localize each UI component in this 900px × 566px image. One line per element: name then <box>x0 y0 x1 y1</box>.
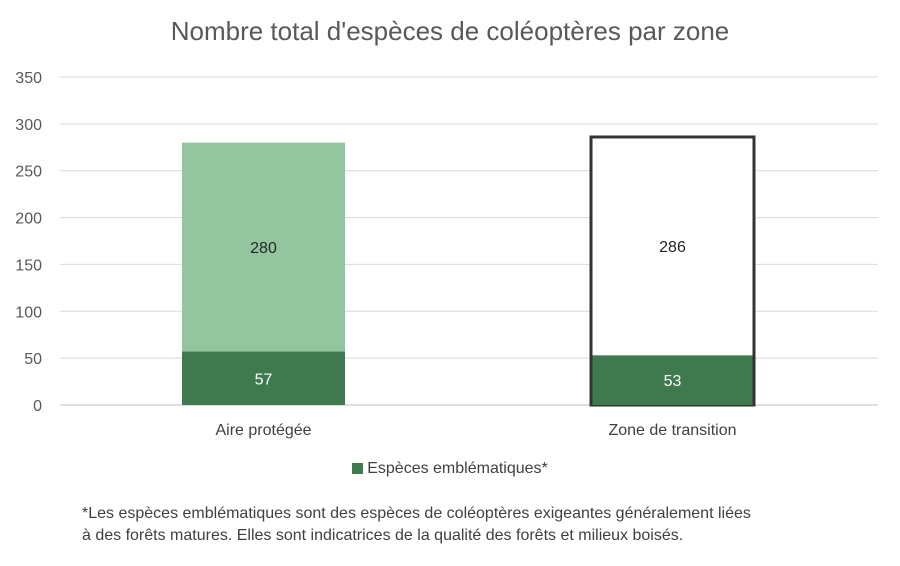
y-tick-label: 100 <box>15 304 42 321</box>
bar-emblematic-zone-de-transition <box>592 355 753 405</box>
x-category-label: Zone de transition <box>608 422 736 439</box>
legend: Espèces emblématiques* <box>0 460 900 478</box>
data-label-total-aire-protegee: 280 <box>250 240 277 257</box>
y-tick-label: 300 <box>15 117 42 134</box>
y-tick-label: 50 <box>24 351 42 368</box>
footnote: *Les espèces emblématiques sont des espè… <box>82 503 842 547</box>
legend-swatch-especes-emblematiques <box>352 463 364 474</box>
y-tick-label: 150 <box>15 257 42 274</box>
bar-emblematic-aire-protegee <box>182 351 345 405</box>
x-category-label: Aire protégée <box>215 422 311 439</box>
data-label-emblematic-aire-protegee: 57 <box>255 371 273 388</box>
y-tick-label: 250 <box>15 164 42 181</box>
footnote-line-2: à des forêts matures. Elles sont indicat… <box>82 527 684 544</box>
data-label-total-zone-de-transition: 286 <box>659 239 686 256</box>
y-tick-label: 0 <box>33 398 42 415</box>
y-tick-label: 200 <box>15 211 42 228</box>
footnote-line-1: *Les espèces emblématiques sont des espè… <box>82 505 751 522</box>
y-tick-label: 350 <box>15 70 42 87</box>
legend-label-especes-emblematiques: Espèces emblématiques* <box>367 460 548 477</box>
chart-title: Nombre total d'espèces de coléoptères pa… <box>170 16 730 46</box>
data-label-emblematic-zone-de-transition: 53 <box>664 373 682 390</box>
